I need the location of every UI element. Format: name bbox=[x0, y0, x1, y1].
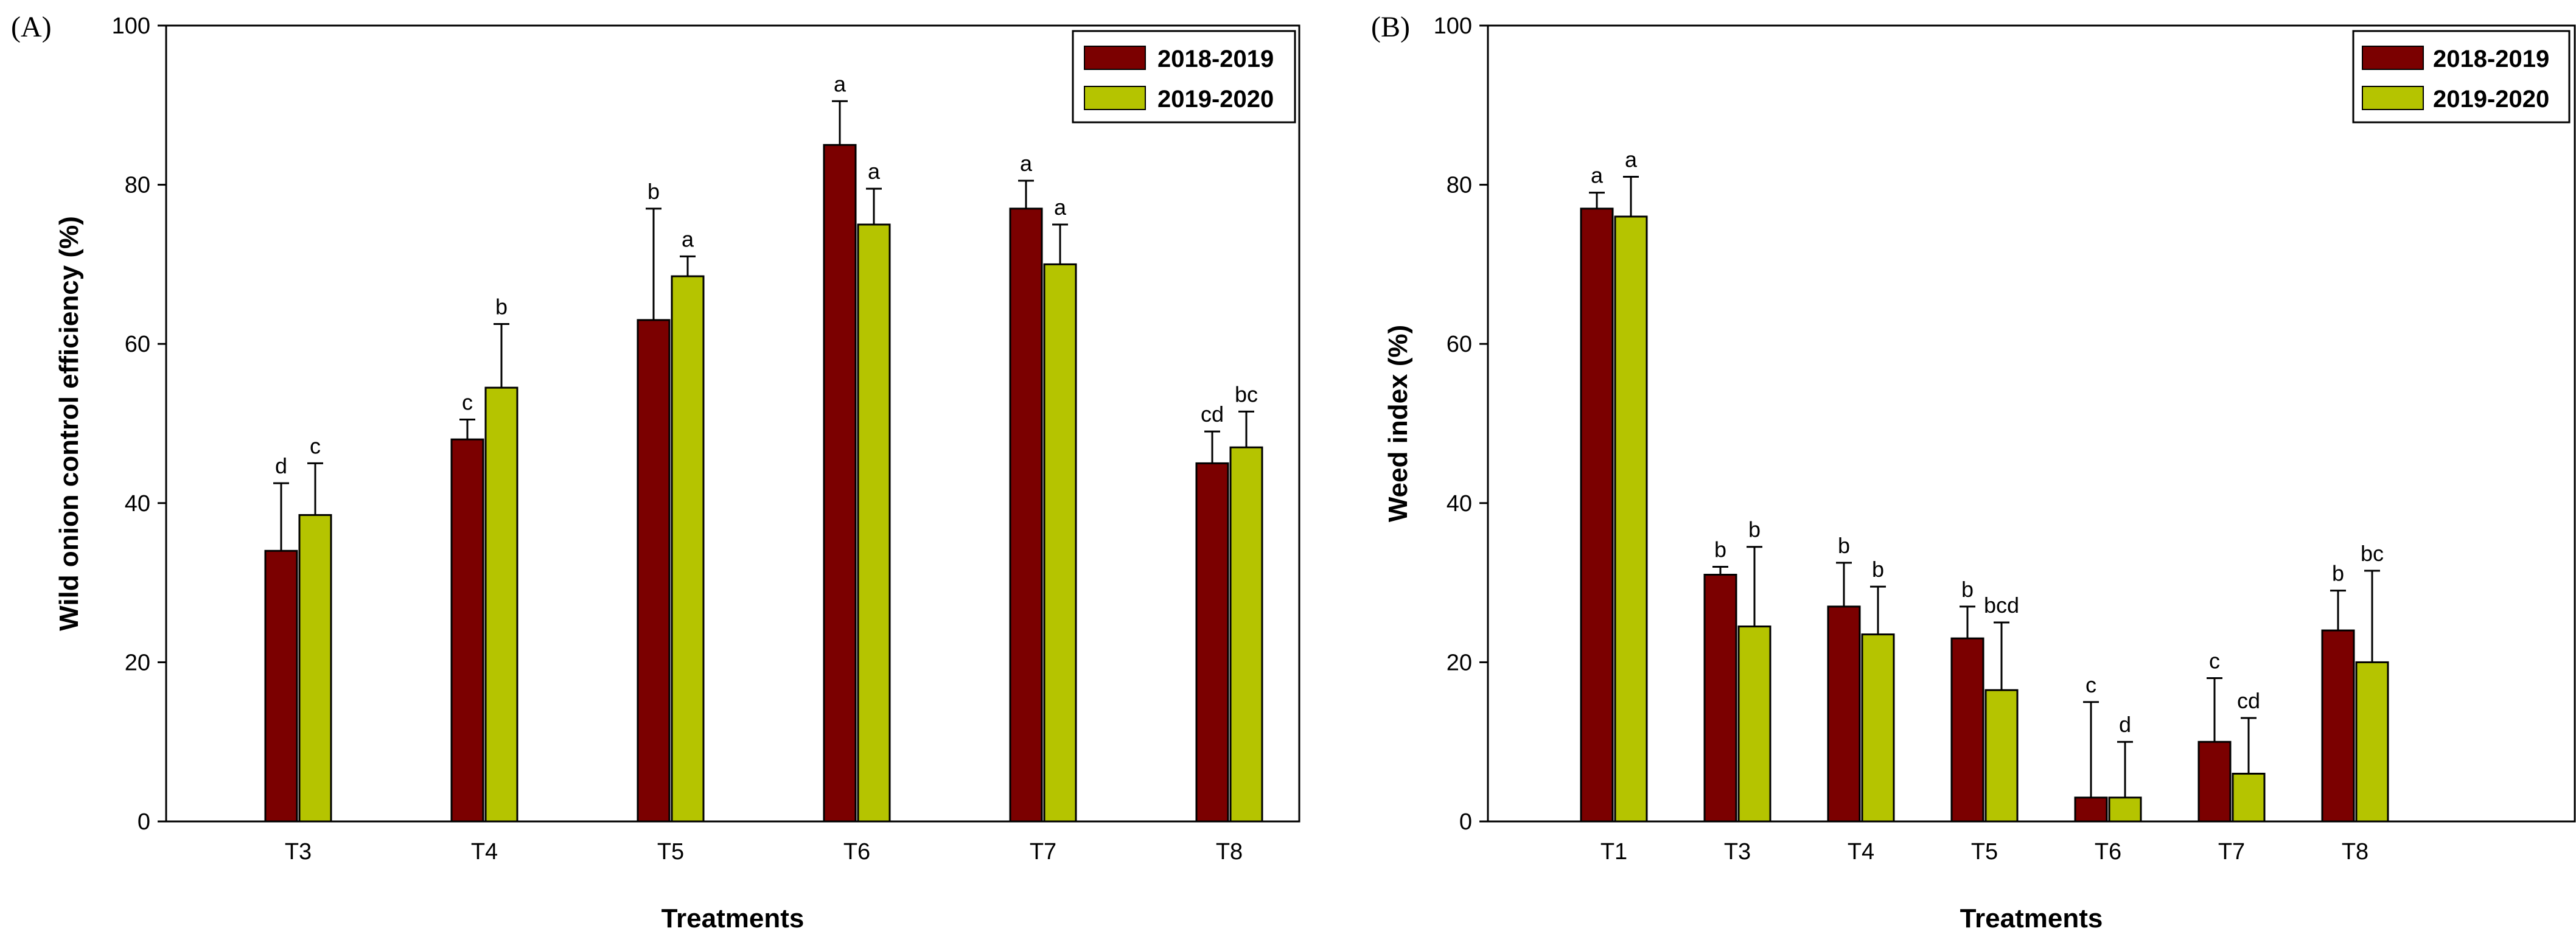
panel-b-legend-swatch-2018-2019 bbox=[2362, 46, 2424, 70]
panel-a-sig-letter-2018-2019-T4: c bbox=[462, 389, 473, 414]
panel-a-plot-frame bbox=[165, 24, 1300, 823]
panel-b-sig-letter-2018-2019-T3: b bbox=[1714, 537, 1726, 562]
panel-a-y-tick-label: 60 bbox=[125, 332, 150, 357]
panel-b-bar-2019-2020-T6 bbox=[2108, 796, 2142, 823]
panel-b-bar-2019-2020-T4 bbox=[1861, 633, 1895, 823]
panel-a-y-tick-label: 40 bbox=[125, 491, 150, 517]
panel-b-y-tick-label: 20 bbox=[1447, 650, 1472, 675]
panel-a-label: (A) bbox=[11, 11, 52, 43]
panel-a-bar-2019-2020-T6 bbox=[857, 223, 891, 823]
panel-a-y-tick-label: 80 bbox=[125, 173, 150, 198]
panel-b-x-tick-label-T8: T8 bbox=[2342, 839, 2368, 865]
panel-a-sig-letter-2019-2020-T4: b bbox=[495, 295, 508, 319]
panel-a-bar-2019-2020-T3 bbox=[298, 514, 332, 823]
panel-b-sig-letter-2019-2020-T4: b bbox=[1872, 557, 1884, 582]
panel-a-bar-2018-2019-T8 bbox=[1195, 462, 1229, 823]
panel-a-legend-swatch-2018-2019 bbox=[1084, 46, 1146, 70]
panel-b-y-tick-label: 80 bbox=[1447, 173, 1472, 198]
panel-a-legend: 2018-2019 2019-2020 bbox=[1072, 30, 1296, 124]
panel-a-bar-2018-2019-T4 bbox=[450, 438, 484, 823]
panel-a-x-tick-label-T8: T8 bbox=[1216, 839, 1243, 865]
panel-b-bar-2018-2019-T4 bbox=[1827, 605, 1861, 823]
panel-a-x-tick-label-T6: T6 bbox=[843, 839, 870, 865]
panel-a-sig-letter-2019-2020-T8: bc bbox=[1235, 382, 1258, 406]
panel-b-sig-letter-2019-2020-T1: a bbox=[1625, 147, 1638, 172]
panel-a-legend-swatch-2019-2020 bbox=[1084, 86, 1146, 110]
panel-b-bar-2019-2020-T1 bbox=[1614, 215, 1648, 823]
panel-b-bar-2019-2020-T5 bbox=[1984, 689, 2019, 823]
panel-a-x-tick-label-T3: T3 bbox=[285, 839, 312, 865]
panel-b-sig-letter-2019-2020-T7: cd bbox=[2237, 688, 2260, 713]
panel-a-bar-2018-2019-T3 bbox=[264, 549, 298, 823]
panel-a-bar-2018-2019-T6 bbox=[823, 144, 857, 823]
panel-b-bar-2018-2019-T3 bbox=[1703, 574, 1737, 823]
panel-b-sig-letter-2018-2019-T8: b bbox=[2332, 561, 2344, 586]
panel-b-y-tick-label: 40 bbox=[1447, 491, 1472, 517]
panel-b-y-tick-label: 60 bbox=[1447, 332, 1472, 357]
panel-b-sig-letter-2018-2019-T5: b bbox=[1961, 577, 1974, 602]
panel-a-bar-2019-2020-T4 bbox=[484, 386, 518, 823]
panel-a-sig-letter-2018-2019-T5: b bbox=[647, 179, 660, 204]
panel-b-x-tick-label-T5: T5 bbox=[1971, 839, 1998, 865]
panel-b-x-tick-label-T1: T1 bbox=[1600, 839, 1627, 865]
panel-b-sig-letter-2018-2019-T1: a bbox=[1591, 163, 1604, 188]
panel-b-bar-2018-2019-T6 bbox=[2074, 796, 2108, 823]
panel-b-sig-letter-2018-2019-T4: b bbox=[1838, 533, 1850, 558]
panel-b-sig-letter-2019-2020-T6: d bbox=[2119, 712, 2131, 737]
panel-a-bar-2019-2020-T8 bbox=[1229, 446, 1263, 823]
panel-b-bar-2018-2019-T1 bbox=[1580, 207, 1614, 823]
panel-a-y-tick-label: 100 bbox=[112, 13, 150, 39]
panel-b-sig-letter-2018-2019-T7: c bbox=[2209, 649, 2220, 674]
panel-b-x-tick-label-T4: T4 bbox=[1848, 839, 1874, 865]
panel-b-x-tick-label-T7: T7 bbox=[2218, 839, 2245, 865]
panel-b-y-axis-title: Weed index (%) bbox=[1383, 325, 1413, 522]
panel-a-x-axis-title: Treatments bbox=[661, 904, 805, 933]
panel-a-sig-letter-2018-2019-T8: cd bbox=[1201, 402, 1224, 427]
panel-b-bar-2019-2020-T3 bbox=[1737, 626, 1771, 823]
panel-b-legend-swatch-2019-2020 bbox=[2362, 86, 2424, 110]
panel-a-bar-2018-2019-T5 bbox=[637, 319, 671, 823]
panel-a-y-axis-title: Wild onion control efficiency (%) bbox=[54, 216, 84, 631]
panel-b-legend-label-2019-2020: 2019-2020 bbox=[2433, 86, 2549, 113]
panel-b-bar-2019-2020-T8 bbox=[2355, 661, 2389, 823]
panel-b-plot-frame bbox=[1487, 24, 2576, 823]
panel-b-sig-letter-2018-2019-T6: c bbox=[2086, 672, 2096, 697]
panel-b-bar-2018-2019-T5 bbox=[1950, 637, 1984, 823]
panel-a-sig-letter-2018-2019-T6: a bbox=[834, 71, 846, 96]
panel-a-x-tick-label-T4: T4 bbox=[471, 839, 498, 865]
panel-a-bar-2018-2019-T7 bbox=[1009, 207, 1043, 823]
panel-b-legend: 2018-2019 2019-2020 bbox=[2352, 30, 2571, 124]
panel-a-y-tick-label: 0 bbox=[138, 809, 150, 835]
panel-a-x-tick-label-T7: T7 bbox=[1030, 839, 1056, 865]
panel-b-sig-letter-2019-2020-T3: b bbox=[1748, 517, 1761, 542]
panel-a-sig-letter-2019-2020-T7: a bbox=[1054, 195, 1067, 220]
panel-a-bar-2019-2020-T7 bbox=[1043, 263, 1077, 823]
panel-b-x-tick-label-T6: T6 bbox=[2095, 839, 2121, 865]
panel-a-bar-2019-2020-T5 bbox=[671, 275, 705, 823]
panel-b-label: (B) bbox=[1371, 11, 1410, 43]
panel-a-legend-label-2018-2019: 2018-2019 bbox=[1157, 46, 1274, 72]
panel-b-y-tick-label: 100 bbox=[1434, 13, 1472, 39]
panel-a-sig-letter-2019-2020-T6: a bbox=[868, 159, 881, 184]
panel-b-x-tick-label-T3: T3 bbox=[1724, 839, 1751, 865]
panel-b-legend-label-2018-2019: 2018-2019 bbox=[2433, 46, 2549, 72]
panel-a-x-tick-label-T5: T5 bbox=[657, 839, 684, 865]
panel-b-bar-2019-2020-T7 bbox=[2232, 773, 2266, 823]
panel-b-sig-letter-2019-2020-T8: bc bbox=[2361, 541, 2384, 566]
panel-b-bar-2018-2019-T8 bbox=[2321, 629, 2355, 823]
panel-b-bar-2018-2019-T7 bbox=[2197, 741, 2232, 823]
panel-b-y-tick-label: 0 bbox=[1459, 809, 1472, 835]
panel-a-sig-letter-2018-2019-T3: d bbox=[275, 453, 287, 478]
panel-b-sig-letter-2019-2020-T5: bcd bbox=[1984, 593, 2019, 618]
panel-a-y-tick-label: 20 bbox=[125, 650, 150, 675]
panel-a-legend-label-2019-2020: 2019-2020 bbox=[1157, 86, 1274, 113]
panel-b-x-axis-title: Treatments bbox=[1960, 904, 2103, 933]
panel-a-sig-letter-2019-2020-T5: a bbox=[682, 226, 694, 251]
panel-a-sig-letter-2018-2019-T7: a bbox=[1020, 151, 1033, 176]
panel-a-sig-letter-2019-2020-T3: c bbox=[310, 433, 321, 458]
